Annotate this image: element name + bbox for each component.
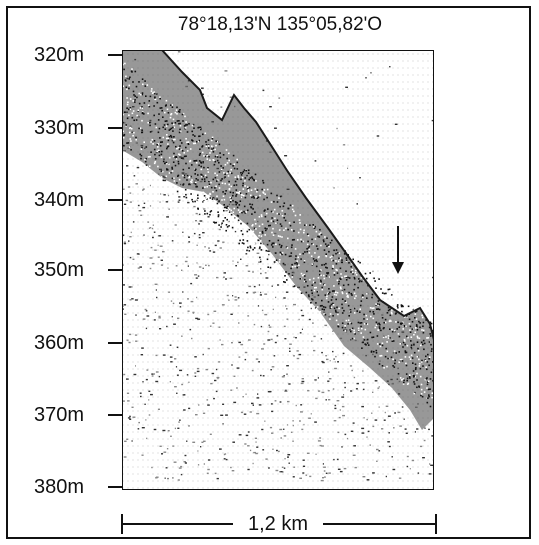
echogram-panel (122, 50, 434, 490)
depth-tick-label: 360m (33, 332, 84, 354)
scale-bar-label: 1,2 km (233, 513, 323, 535)
seabed-speckle (122, 62, 434, 408)
seabed-surface-line (161, 50, 434, 341)
depth-tick-label: 350m (33, 259, 84, 281)
depth-tick-label: 330m (33, 117, 84, 139)
depth-tick-label: 380m (33, 476, 84, 498)
depth-tick-label: 320m (33, 44, 84, 66)
depth-tick-label: 340m (33, 189, 84, 211)
coordinates-title: 78°18,13'N 135°05,82'O (177, 14, 383, 35)
figure-frame (6, 6, 531, 539)
down-arrow-icon (392, 226, 404, 274)
depth-tick-label: 370m (33, 404, 84, 426)
